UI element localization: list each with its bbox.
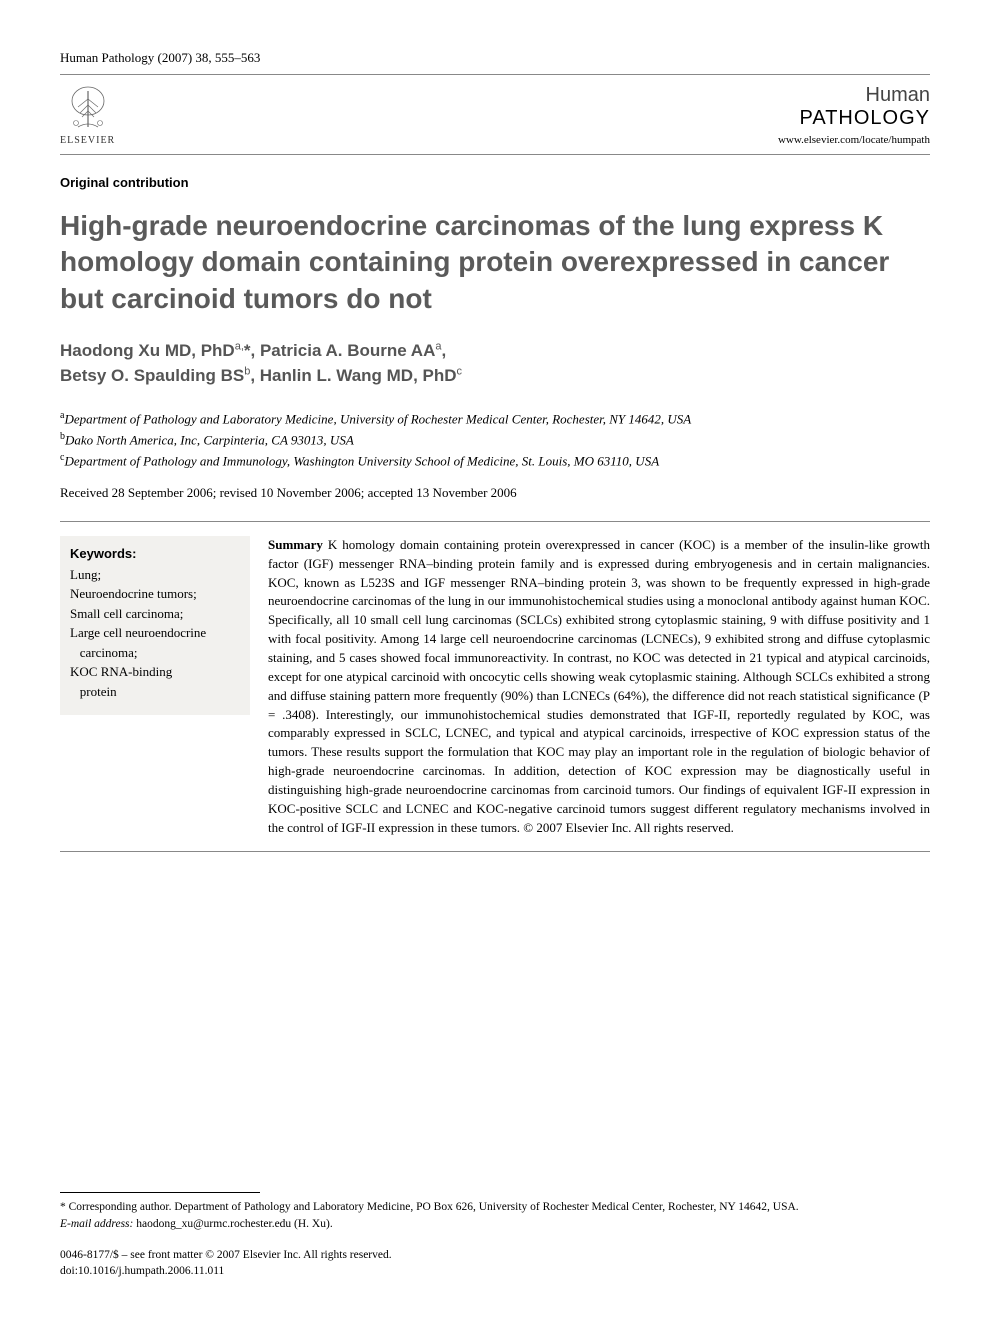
article-title: High-grade neuroendocrine carcinomas of …	[60, 208, 930, 317]
header-top: Human Pathology (2007) 38, 555–563	[60, 50, 930, 66]
brand-word-1: Human	[778, 84, 930, 107]
publisher-name: ELSEVIER	[60, 135, 115, 146]
header-main: ELSEVIER Human PATHOLOGY www.elsevier.co…	[60, 74, 930, 155]
keywords-box: Keywords: Lung; Neuroendocrine tumors; S…	[60, 536, 250, 716]
affiliations: aDepartment of Pathology and Laboratory …	[60, 408, 930, 470]
journal-reference: Human Pathology (2007) 38, 555–563	[60, 50, 260, 66]
footer: * Corresponding author. Department of Pa…	[60, 1192, 930, 1280]
keyword-item: Small cell carcinoma;	[70, 604, 240, 624]
author-list: Haodong Xu MD, PhDa,*, Patricia A. Bourn…	[60, 339, 930, 388]
summary-label: Summary	[268, 537, 323, 552]
keyword-item: Neuroendocrine tumors;	[70, 584, 240, 604]
copyright-line-1: 0046-8177/$ – see front matter © 2007 El…	[60, 1247, 930, 1264]
email-line: E-mail address: haodong_xu@urmc.rocheste…	[60, 1216, 930, 1233]
article-dates: Received 28 September 2006; revised 10 N…	[60, 485, 930, 501]
corresponding-author: * Corresponding author. Department of Pa…	[60, 1199, 930, 1216]
doi-line: doi:10.1016/j.humpath.2006.11.011	[60, 1263, 930, 1280]
affiliation-c: cDepartment of Pathology and Immunology,…	[60, 450, 930, 471]
email-label: E-mail address:	[60, 1218, 133, 1230]
abstract: Summary K homology domain containing pro…	[268, 536, 930, 838]
copyright: 0046-8177/$ – see front matter © 2007 El…	[60, 1247, 930, 1280]
content-row: Keywords: Lung; Neuroendocrine tumors; S…	[60, 521, 930, 853]
keywords-title: Keywords:	[70, 546, 240, 561]
affiliation-b: bDako North America, Inc, Carpinteria, C…	[60, 429, 930, 450]
keyword-item: KOC RNA-binding protein	[70, 662, 240, 701]
summary-text: K homology domain containing protein ove…	[268, 537, 930, 835]
journal-url: www.elsevier.com/locate/humpath	[778, 134, 930, 146]
email-address: haodong_xu@urmc.rochester.edu (H. Xu).	[136, 1218, 332, 1230]
affiliation-a: aDepartment of Pathology and Laboratory …	[60, 408, 930, 429]
publisher-logo: ELSEVIER	[60, 83, 115, 146]
article-type: Original contribution	[60, 175, 930, 190]
elsevier-tree-icon	[66, 83, 110, 133]
footnote: * Corresponding author. Department of Pa…	[60, 1199, 930, 1232]
footnote-divider	[60, 1192, 260, 1193]
keywords-list: Lung; Neuroendocrine tumors; Small cell …	[70, 565, 240, 702]
journal-brand: Human PATHOLOGY www.elsevier.com/locate/…	[778, 84, 930, 146]
brand-word-2: PATHOLOGY	[778, 107, 930, 130]
keyword-item: Large cell neuroendocrine carcinoma;	[70, 623, 240, 662]
keyword-item: Lung;	[70, 565, 240, 585]
